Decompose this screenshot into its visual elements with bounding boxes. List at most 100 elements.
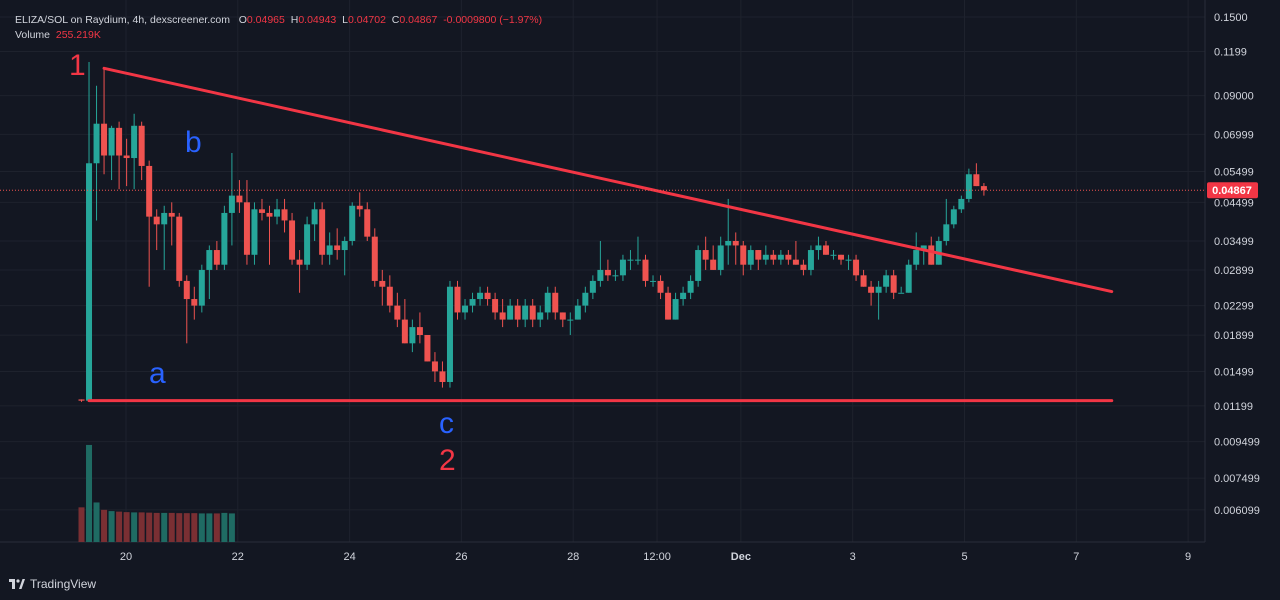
candle	[123, 138, 130, 187]
price-tick-label: 0.007499	[1214, 473, 1260, 485]
volume-bar	[78, 507, 85, 542]
candle	[499, 299, 506, 328]
tradingview-logo-icon	[9, 579, 25, 589]
candle	[898, 286, 905, 294]
candle-body	[424, 334, 431, 362]
candle	[589, 275, 596, 300]
price-axis[interactable]: 0.1500 0.1199 0.09000 0.06999 0.05499 0.04499…	[1214, 12, 1260, 517]
candle-body	[710, 259, 717, 270]
candle-body	[642, 259, 649, 281]
descending-trendline	[102, 66, 1114, 294]
candle-body	[695, 250, 702, 281]
close-key: C	[391, 14, 400, 26]
time-tick-label: 28	[567, 551, 579, 563]
last-price: 0.04867	[0, 182, 1258, 199]
volume-bar	[183, 513, 190, 542]
price-tick-label: 0.01899	[1214, 330, 1254, 342]
candle-body	[138, 125, 145, 166]
candle	[401, 299, 408, 344]
candle-body	[845, 259, 852, 261]
volume-bar	[123, 512, 130, 542]
volume-bar	[138, 512, 145, 542]
volume-bars	[78, 444, 235, 542]
candle-body	[807, 250, 814, 270]
candle-body	[349, 205, 356, 241]
candle-body	[131, 125, 138, 159]
candle	[86, 61, 93, 402]
candle-body	[507, 305, 514, 320]
time-tick-label: 24	[343, 551, 355, 563]
last-price-label-bg	[1207, 182, 1258, 199]
candle-body	[913, 250, 920, 265]
candle-body	[830, 254, 837, 256]
candle-body	[650, 280, 657, 282]
candle	[477, 286, 484, 306]
candle	[838, 254, 845, 265]
candle	[710, 245, 717, 270]
candle	[386, 275, 393, 313]
candle	[958, 195, 965, 213]
volume-bar	[86, 444, 93, 542]
candle-body	[221, 212, 228, 265]
candle-body	[386, 286, 393, 306]
candle-body	[213, 250, 220, 265]
grid	[0, 0, 1206, 543]
candle	[243, 180, 250, 265]
candle-body	[319, 209, 326, 255]
close-value: 0.04867	[399, 14, 438, 26]
candle	[206, 245, 213, 300]
candle	[830, 250, 837, 260]
price-tick-label: 0.04499	[1214, 197, 1254, 209]
candle	[416, 312, 423, 344]
candle	[304, 216, 311, 270]
candle	[980, 183, 987, 196]
candle-body	[469, 299, 476, 306]
candle	[364, 202, 371, 241]
candle-body	[838, 254, 845, 260]
candle-body	[544, 292, 551, 313]
candle	[604, 259, 611, 281]
volume-bar	[101, 509, 108, 542]
candle-body	[687, 280, 694, 293]
candle-body	[574, 305, 581, 320]
candle-body	[567, 319, 574, 321]
candle	[905, 259, 912, 293]
time-axis[interactable]: 20 22 24 26 28 12:00 Dec 3 5 7 9	[120, 551, 1191, 563]
candle	[755, 250, 762, 270]
price-tick-label: 0.01499	[1214, 366, 1254, 378]
volume-bar	[161, 512, 168, 542]
candle-body	[409, 327, 416, 344]
candle-body	[454, 286, 461, 313]
candle-body	[740, 245, 747, 265]
candle	[319, 202, 326, 265]
candle	[183, 275, 190, 344]
candle-body	[800, 264, 807, 270]
candle-body	[123, 155, 130, 159]
candle	[176, 212, 183, 287]
candle-body	[868, 286, 875, 293]
candle-body	[529, 305, 536, 320]
candle	[454, 280, 461, 320]
candle-body	[296, 259, 303, 265]
time-tick-label: 22	[232, 551, 244, 563]
tradingview-brand[interactable]: TradingView	[9, 577, 96, 591]
candle-body	[604, 269, 611, 276]
candle	[514, 299, 521, 328]
candle-body	[394, 305, 401, 320]
candle-body	[672, 299, 679, 320]
candle-body	[304, 224, 311, 265]
candle-body	[890, 275, 897, 293]
candle	[943, 198, 950, 246]
candle	[108, 125, 115, 181]
candle-body	[153, 216, 160, 225]
candle-body	[853, 259, 860, 276]
candle-body	[725, 240, 732, 246]
candle	[334, 228, 341, 260]
candle	[274, 198, 281, 225]
candle-body	[93, 123, 100, 164]
price-tick-label: 0.01199	[1214, 401, 1253, 413]
candle-body	[950, 209, 957, 225]
volume-bar	[146, 512, 153, 542]
candle-body	[191, 299, 198, 306]
